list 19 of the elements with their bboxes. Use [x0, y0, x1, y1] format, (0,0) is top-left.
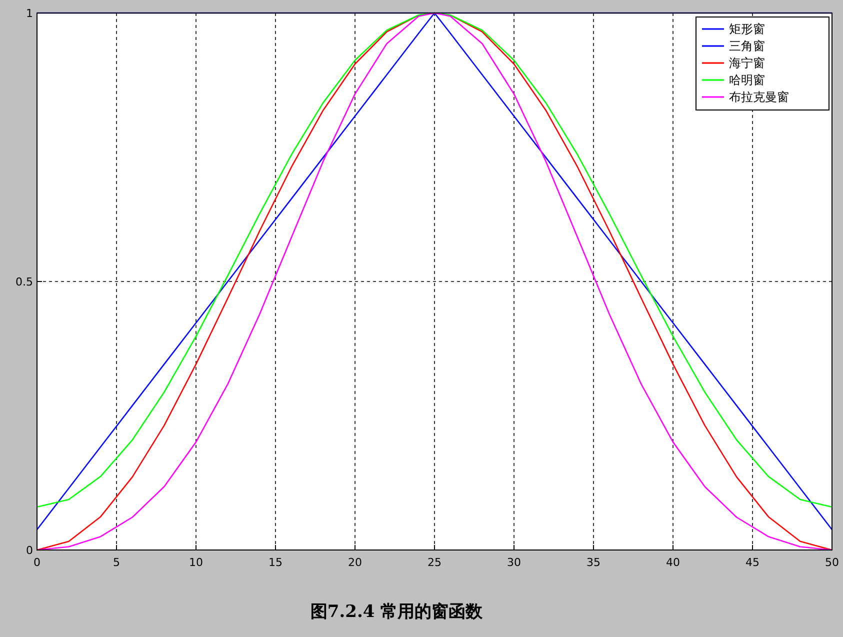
x-tick-label: 30: [507, 556, 521, 569]
y-tick-label: 1: [26, 7, 33, 20]
x-tick-label: 10: [189, 556, 203, 569]
x-tick-label: 25: [428, 556, 442, 569]
legend-label: 三角窗: [729, 39, 765, 53]
x-tick-label: 40: [666, 556, 680, 569]
x-tick-label: 15: [268, 556, 282, 569]
y-tick-label: 0.5: [16, 276, 33, 288]
legend-label: 布拉克曼窗: [729, 90, 789, 104]
legend-label: 海宁窗: [729, 56, 765, 70]
x-tick-label: 35: [586, 556, 600, 569]
x-tick-label: 20: [348, 556, 362, 569]
legend-label: 哈明窗: [729, 73, 765, 87]
x-tick-label: 5: [113, 556, 120, 569]
x-tick-label: 45: [746, 556, 760, 569]
y-tick-label: 0: [26, 544, 33, 557]
legend-label: 矩形窗: [729, 22, 765, 36]
x-tick-label: 50: [825, 556, 839, 569]
caption: 图7.2.4 常用的窗函数: [310, 602, 484, 622]
